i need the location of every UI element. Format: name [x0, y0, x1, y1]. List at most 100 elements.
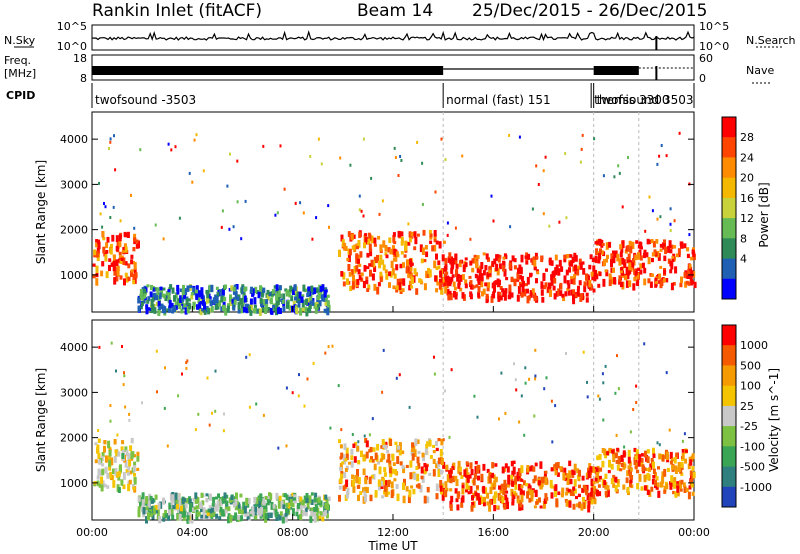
range-cell [612, 250, 615, 258]
range-cell [623, 262, 627, 268]
range-cell [508, 133, 511, 137]
range-cell [190, 294, 194, 300]
range-cell [153, 307, 157, 314]
range-cell [192, 497, 196, 502]
range-cell [628, 268, 632, 275]
range-cell [606, 451, 610, 456]
range-cell [227, 506, 231, 512]
range-cell [217, 493, 220, 499]
range-cell [590, 271, 594, 277]
range-cell [555, 291, 559, 297]
range-cell [603, 480, 607, 486]
range-cell [643, 249, 647, 255]
range-cell [594, 255, 598, 263]
range-cell [262, 498, 265, 505]
range-cell [232, 302, 236, 311]
range-cell [506, 501, 509, 510]
range-cell [435, 240, 439, 245]
range-cell [210, 306, 214, 313]
range-cell [691, 280, 695, 285]
range-cell [595, 273, 599, 280]
range-cell [241, 286, 245, 293]
range-cell [357, 477, 361, 485]
range-cell [465, 461, 469, 466]
range-cell [627, 456, 631, 464]
range-cell [574, 293, 578, 298]
velocity-colorbar-label-text: Velocity [m s^-1] [767, 368, 781, 472]
range-cell [605, 258, 608, 263]
range-cell [610, 277, 614, 285]
range-cell [534, 377, 537, 381]
range-cell [115, 235, 119, 242]
range-cell [518, 135, 521, 139]
range-cell [221, 509, 225, 517]
range-cell [344, 458, 348, 462]
range-cell [503, 292, 507, 301]
range-cell [116, 241, 120, 249]
range-cell [485, 253, 489, 260]
range-cell [557, 288, 561, 296]
range-cell [503, 268, 507, 277]
range-cell [181, 289, 185, 298]
range-cell [592, 265, 596, 273]
range-cell [442, 488, 445, 495]
range-cell [581, 261, 585, 265]
range-cell [276, 211, 279, 215]
range-cell [469, 293, 473, 300]
range-cell [511, 255, 515, 262]
range-cell [540, 281, 544, 289]
range-cell [520, 465, 524, 473]
range-cell [473, 394, 476, 398]
range-cell [493, 480, 497, 487]
range-cell [219, 289, 222, 293]
range-cell [534, 348, 537, 352]
range-cell [299, 496, 303, 502]
range-cell [589, 492, 593, 497]
range-cell [175, 499, 179, 504]
range-cell [426, 486, 430, 493]
range-cell [675, 452, 679, 459]
range-cell [311, 237, 314, 241]
range-cell [671, 255, 675, 262]
range-cell [384, 444, 388, 450]
range-cell [669, 207, 672, 211]
range-cell [347, 254, 351, 263]
date-range: 25/Dec/2015 - 26/Dec/2015 [472, 1, 707, 21]
range-cell [624, 275, 628, 281]
range-cell [392, 285, 396, 290]
range-cell [292, 289, 295, 295]
time-axis-label: Time UT [367, 539, 418, 553]
range-cell [360, 450, 363, 458]
range-cell [362, 137, 365, 141]
range-cell [486, 468, 490, 473]
range-cell [314, 492, 318, 497]
range-cell [476, 255, 480, 259]
range-cell [176, 513, 180, 521]
range-cell [617, 387, 620, 391]
range-cell [630, 475, 634, 480]
range-cell [686, 253, 690, 259]
range-cell [439, 469, 443, 475]
range-cell [526, 276, 530, 285]
range-cell [491, 282, 495, 289]
range-cell [672, 282, 676, 286]
range-cell [233, 299, 237, 305]
range-cell [548, 257, 552, 266]
range-cell [450, 276, 454, 282]
range-cell [425, 443, 429, 450]
range-cell [408, 285, 412, 291]
range-cell [275, 293, 279, 301]
range-cell [646, 467, 650, 472]
range-cell [311, 300, 315, 306]
range-cell [358, 263, 362, 267]
range-cell [285, 444, 288, 448]
range-cell [451, 262, 454, 270]
range-cell [604, 364, 607, 368]
range-cell [561, 487, 565, 496]
range-cell [164, 366, 166, 370]
range-cell [501, 466, 505, 474]
range-cell [316, 304, 320, 308]
range-cell [230, 495, 234, 500]
range-cell [437, 260, 441, 265]
